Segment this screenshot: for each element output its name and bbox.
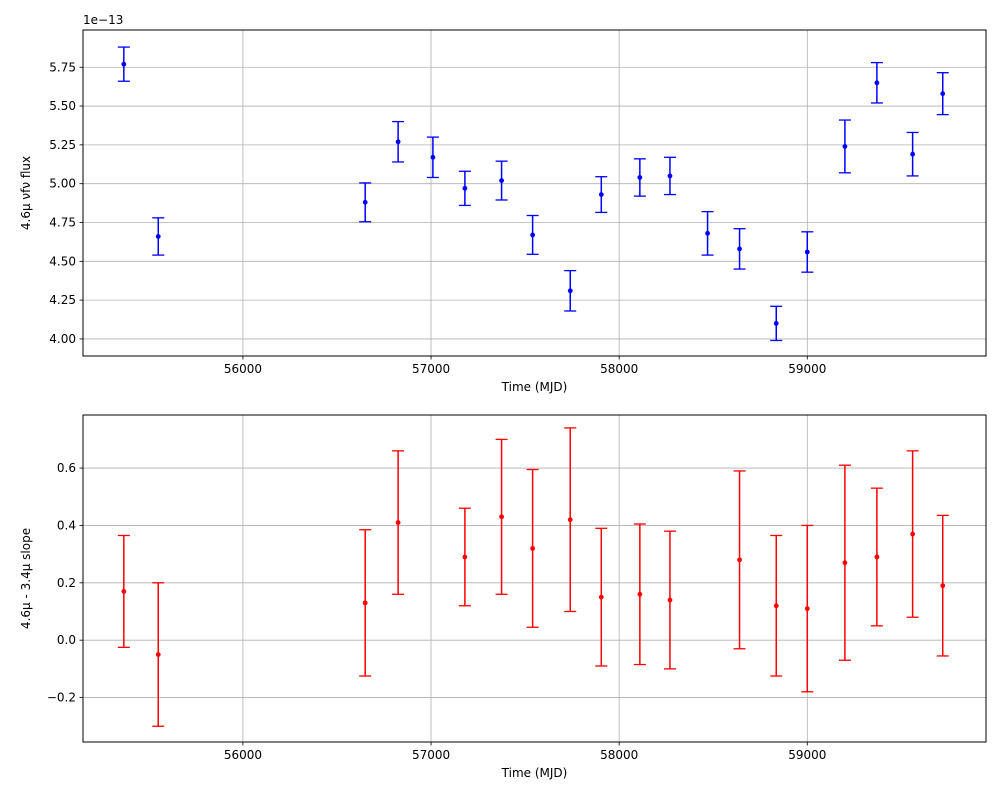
slope-data-point (667, 597, 673, 603)
flux-data-point (874, 80, 880, 86)
slope-x-tick-label: 56000 (224, 748, 262, 762)
slope-y-tick-label: 0.0 (57, 633, 76, 647)
slope-axes-frame (82, 414, 987, 743)
flux-y-ticks: 4.00 4.25 4.50 4.75 5.00 5.25 5.50 5.75 (49, 60, 83, 346)
slope-grid (83, 415, 986, 742)
slope-x-tick-label: 58000 (600, 748, 638, 762)
flux-data-point (362, 199, 368, 205)
slope-data-point (362, 600, 368, 606)
slope-data-point (842, 560, 848, 566)
flux-data-point (462, 185, 468, 191)
slope-data-point (804, 606, 810, 612)
slope-y-tick-label: 0.2 (57, 576, 76, 590)
slope-data-point (737, 557, 742, 563)
flux-data-point (705, 230, 710, 236)
slope-y-tick-label: −0.2 (47, 691, 76, 705)
flux-data-point (637, 175, 643, 180)
flux-data-point (737, 246, 742, 252)
slope-data-point (567, 517, 573, 523)
slope-data-point (499, 514, 504, 520)
slope-x-ticks: 56000 57000 58000 59000 (224, 742, 826, 762)
slope-data-points (117, 427, 949, 727)
flux-x-ticks: 56000 57000 58000 59000 (224, 356, 826, 376)
slope-data-point (637, 591, 643, 597)
flux-data-point (910, 151, 916, 157)
flux-y-axis-label: 4.6μ νfν flux (19, 156, 33, 230)
flux-data-point (940, 91, 946, 97)
slope-data-point (773, 603, 779, 609)
slope-y-tick-label: 0.4 (57, 518, 76, 532)
slope-x-tick-label: 57000 (412, 748, 450, 762)
slope-y-ticks: −0.2 0.0 0.2 0.4 0.6 (47, 461, 83, 705)
flux-data-point (773, 321, 779, 326)
flux-y-tick-label: 5.50 (49, 99, 76, 113)
flux-data-point (430, 154, 436, 160)
slope-data-point (910, 531, 916, 537)
flux-y-tick-label: 4.00 (49, 332, 76, 346)
slope-data-point (155, 652, 161, 657)
flux-x-axis-label: Time (MJD) (501, 380, 568, 394)
slope-data-point (530, 545, 536, 551)
flux-y-tick-label: 4.50 (49, 254, 76, 268)
flux-y-tick-label: 4.25 (49, 293, 76, 307)
slope-plot: 56000 57000 58000 59000 −0.2 0.0 0.2 0.4 0.6 Ti… (19, 414, 987, 780)
flux-data-point (842, 144, 848, 149)
slope-data-point (598, 594, 604, 600)
flux-y-tick-label: 5.75 (49, 60, 76, 74)
slope-data-point (940, 583, 946, 589)
flux-axes-frame (82, 29, 987, 357)
flux-x-tick-label: 58000 (600, 362, 638, 376)
flux-data-point (667, 173, 673, 179)
flux-data-point (395, 139, 401, 145)
slope-data-point (121, 589, 127, 594)
flux-grid (83, 30, 986, 356)
flux-x-tick-label: 57000 (412, 362, 450, 376)
flux-data-point (804, 249, 810, 255)
slope-y-axis-label: 4.6μ - 3.4μ slope (19, 528, 33, 629)
flux-x-tick-label: 56000 (224, 362, 262, 376)
slope-x-axis-label: Time (MJD) (501, 766, 568, 780)
flux-x-tick-label: 59000 (788, 362, 826, 376)
flux-data-point (530, 232, 536, 238)
flux-data-point (155, 234, 161, 239)
slope-y-tick-label: 0.6 (57, 461, 76, 475)
flux-data-point (567, 288, 573, 294)
slope-data-point (462, 554, 468, 560)
slope-data-point (874, 554, 880, 560)
flux-y-tick-label: 5.25 (49, 138, 76, 152)
slope-data-point (395, 520, 401, 525)
flux-data-point (121, 61, 127, 67)
flux-y-offset-text: 1e−13 (83, 13, 123, 27)
flux-data-points (117, 46, 949, 342)
flux-plot: 56000 57000 58000 59000 4.00 4.25 4.50 4.75 5.0… (19, 13, 987, 394)
flux-y-tick-label: 4.75 (49, 215, 76, 229)
flux-data-point (598, 192, 604, 197)
flux-y-tick-label: 5.00 (49, 177, 76, 191)
slope-x-tick-label: 59000 (788, 748, 826, 762)
flux-data-point (499, 178, 504, 183)
